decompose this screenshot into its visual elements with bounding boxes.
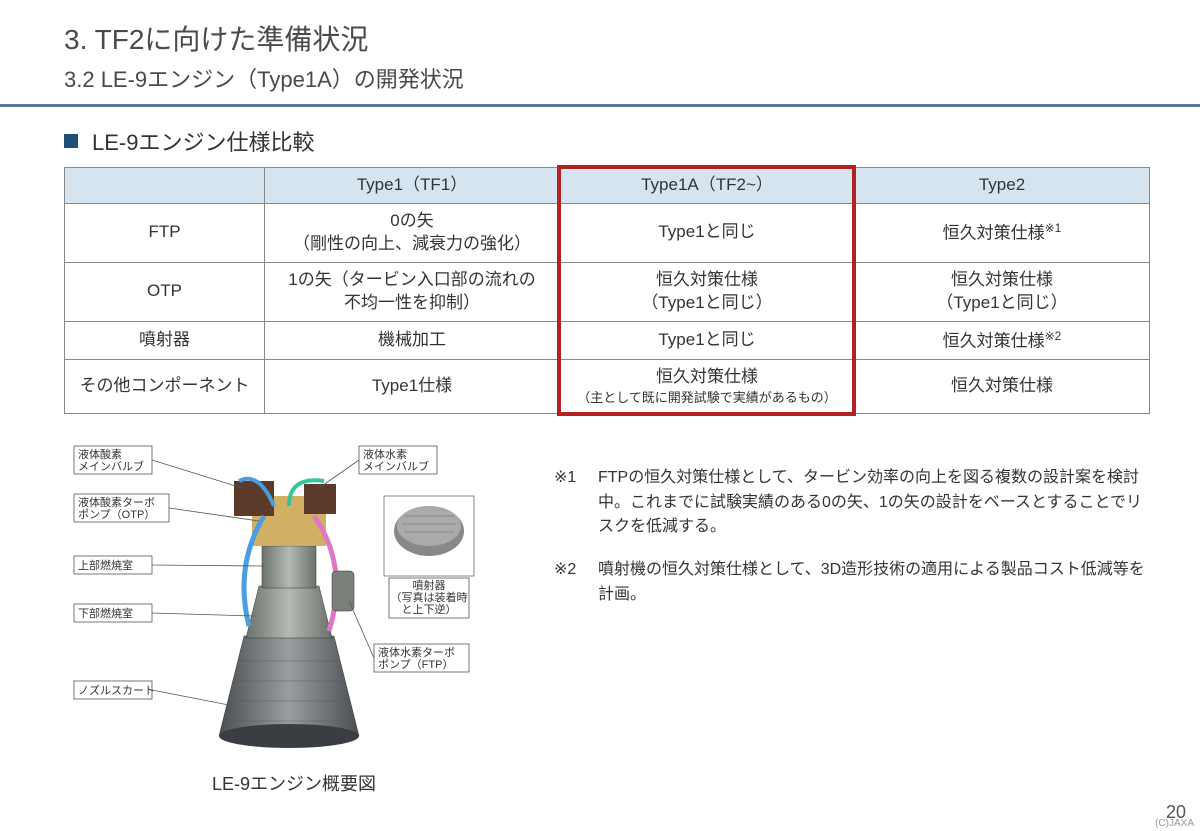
cell: 恒久対策仕様（Type1と同じ） (560, 262, 855, 321)
note-1: ※1 FTPの恒久対策仕様として、タービン効率の向上を図る複数の設計案を検討中。… (554, 466, 1150, 540)
engine-diagram: 液体酸素メインバルブ 液体酸素ターボポンプ（OTP） 上部燃焼室 下部燃焼室 (64, 426, 524, 766)
diagram-caption: LE-9エンジン概要図 (64, 770, 524, 796)
cell: 恒久対策仕様（Type1と同じ） (855, 262, 1150, 321)
note-2: ※2 噴射機の恒久対策仕様として、3D造形技術の適用による製品コスト低減等を計画… (554, 558, 1150, 608)
table-row: その他コンポーネントType1仕様恒久対策仕様（主として既に開発試験で実績がある… (65, 360, 1150, 413)
svg-text:ノズルスカート: ノズルスカート (78, 683, 155, 697)
cell: Type1と同じ (560, 321, 855, 360)
row-head: その他コンポーネント (65, 360, 265, 413)
col-type1: Type1（TF1） (265, 168, 560, 204)
row-head: OTP (65, 262, 265, 321)
title-main: 3. TF2に向けた準備状況 (64, 18, 1200, 58)
table-row: 噴射器機械加工Type1と同じ恒久対策仕様※2 (65, 321, 1150, 360)
cell: 恒久対策仕様 (855, 360, 1150, 413)
cell: Type1と同じ (560, 203, 855, 262)
table-header-row: Type1（TF1） Type1A（TF2~） Type2 (65, 168, 1150, 204)
svg-text:液体酸素ターボポンプ（OTP）: 液体酸素ターボポンプ（OTP） (78, 495, 155, 521)
note-1-marker: ※1 (554, 466, 598, 540)
row-head: FTP (65, 203, 265, 262)
header: 3. TF2に向けた準備状況 3.2 LE-9エンジン（Type1A）の開発状況 (0, 0, 1200, 94)
svg-text:下部燃焼室: 下部燃焼室 (78, 606, 133, 620)
table-row: FTP0の矢（剛性の向上、減衰力の強化）Type1と同じ恒久対策仕様※1 (65, 203, 1150, 262)
svg-text:上部燃焼室: 上部燃焼室 (78, 558, 133, 572)
col-type1a: Type1A（TF2~） (560, 168, 855, 204)
note-2-marker: ※2 (554, 558, 598, 608)
svg-text:液体水素ターボポンプ（FTP）: 液体水素ターボポンプ（FTP） (378, 645, 455, 671)
diagram-area: 液体酸素メインバルブ 液体酸素ターボポンプ（OTP） 上部燃焼室 下部燃焼室 (64, 426, 524, 796)
col-type2: Type2 (855, 168, 1150, 204)
cell: 恒久対策仕様※1 (855, 203, 1150, 262)
cell: 機械加工 (265, 321, 560, 360)
section-title: LE-9エンジン仕様比較 (64, 125, 1170, 157)
cell: 恒久対策仕様※2 (855, 321, 1150, 360)
cell: 0の矢（剛性の向上、減衰力の強化） (265, 203, 560, 262)
lower-area: 液体酸素メインバルブ 液体酸素ターボポンプ（OTP） 上部燃焼室 下部燃焼室 (64, 426, 1170, 796)
note-1-text: FTPの恒久対策仕様として、タービン効率の向上を図る複数の設計案を検討中。これま… (598, 466, 1150, 540)
content: LE-9エンジン仕様比較 Type1（TF1） Type1A（TF2~） Typ… (0, 107, 1200, 796)
col-blank (65, 168, 265, 204)
spec-table: Type1（TF1） Type1A（TF2~） Type2 FTP0の矢（剛性の… (64, 167, 1150, 414)
cell: 1の矢（タービン入口部の流れの不均一性を抑制） (265, 262, 560, 321)
bullet-icon (64, 134, 78, 148)
row-head: 噴射器 (65, 321, 265, 360)
table-row: OTP1の矢（タービン入口部の流れの不均一性を抑制）恒久対策仕様（Type1と同… (65, 262, 1150, 321)
cell: 恒久対策仕様（主として既に開発試験で実績があるもの） (560, 360, 855, 413)
note-2-text: 噴射機の恒久対策仕様として、3D造形技術の適用による製品コスト低減等を計画。 (598, 558, 1150, 608)
title-sub: 3.2 LE-9エンジン（Type1A）の開発状況 (64, 62, 1200, 94)
notes-area: ※1 FTPの恒久対策仕様として、タービン効率の向上を図る複数の設計案を検討中。… (554, 426, 1170, 796)
cell: Type1仕様 (265, 360, 560, 413)
table-wrapper: Type1（TF1） Type1A（TF2~） Type2 FTP0の矢（剛性の… (64, 167, 1170, 414)
copyright: (C)JAXA (1155, 818, 1194, 829)
section-title-text: LE-9エンジン仕様比較 (92, 125, 314, 157)
